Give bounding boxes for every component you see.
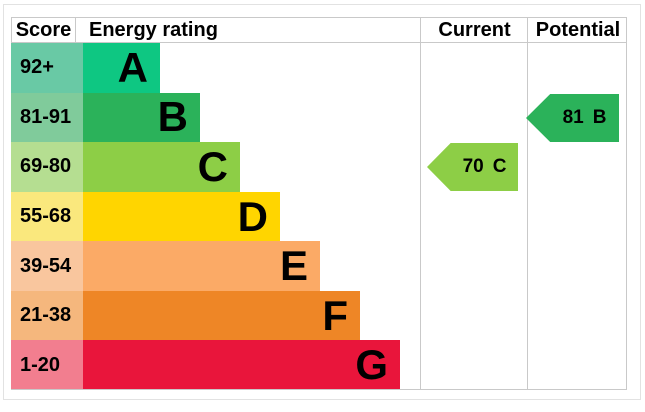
band-row-g: 1-20 G xyxy=(11,340,627,391)
header-potential: Potential xyxy=(535,18,621,41)
band-bar-d: D xyxy=(83,191,280,242)
band-score-range: 1-20 xyxy=(11,340,83,391)
band-bar-a: A xyxy=(83,43,160,93)
potential-column-divider xyxy=(527,17,528,390)
band-row-f: 21-38 F xyxy=(11,290,627,341)
header-current: Current xyxy=(438,18,511,41)
current-column-divider xyxy=(420,17,421,390)
band-score-range: 55-68 xyxy=(11,191,83,242)
band-letter: A xyxy=(117,43,148,91)
band-letter: C xyxy=(197,142,228,190)
band-bar-f: F xyxy=(83,290,360,341)
band-letter: G xyxy=(355,341,388,389)
potential-rating-letter: B xyxy=(592,107,607,128)
band-rows: 92+ A 81-91 B 69-80 C 55-68 D 39-54 E 21-38 F 1-20 G xyxy=(11,43,627,391)
header-energy-rating: Energy rating xyxy=(89,18,218,41)
band-bar-b: B xyxy=(83,92,200,143)
band-bar-c: C xyxy=(83,142,240,192)
band-bar-g: G xyxy=(83,340,400,391)
band-letter: E xyxy=(279,242,308,290)
band-row-b: 81-91 B xyxy=(11,92,627,143)
band-row-d: 55-68 D xyxy=(11,191,627,242)
band-row-a: 92+ A xyxy=(11,43,627,93)
band-score-range: 81-91 xyxy=(11,92,83,143)
band-score-range: 21-38 xyxy=(11,290,83,341)
band-letter: B xyxy=(157,93,188,141)
table-header-row: Score Energy rating Current Potential xyxy=(11,17,627,43)
table-right-border xyxy=(626,17,627,390)
potential-rating-value: 81 xyxy=(562,107,584,128)
band-score-range: 39-54 xyxy=(11,241,83,291)
band-score-range: 92+ xyxy=(11,43,83,93)
epc-table: Score Energy rating Current Potential 92… xyxy=(11,17,627,391)
band-row-c: 69-80 C xyxy=(11,142,627,192)
band-row-e: 39-54 E xyxy=(11,241,627,291)
band-score-range: 69-80 xyxy=(11,142,83,192)
potential-rating-arrow: 81 B xyxy=(526,94,619,142)
band-letter: D xyxy=(237,192,268,240)
current-rating-letter: C xyxy=(492,156,507,177)
band-bar-e: E xyxy=(83,241,320,291)
band-letter: F xyxy=(322,291,348,339)
current-rating-value: 70 xyxy=(462,156,484,177)
header-score: Score xyxy=(12,18,76,42)
table-bottom-border xyxy=(11,389,627,390)
